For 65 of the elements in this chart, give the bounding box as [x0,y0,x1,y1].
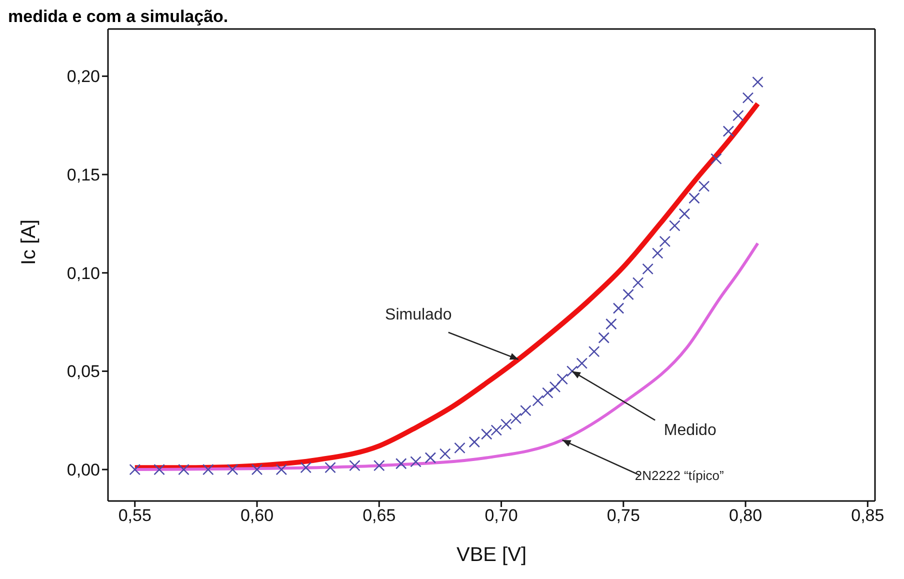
point [480,428,492,440]
point [454,442,466,454]
point [490,424,502,436]
point [542,387,554,398]
point [688,192,700,204]
point [349,460,360,472]
point [520,404,532,416]
point [324,462,336,474]
point [659,236,671,248]
point [251,464,263,476]
x-tick-label: 0,70 [484,506,518,526]
point [612,302,624,314]
point [698,180,710,192]
point [424,452,436,464]
y-tick-label: 0,00 [66,460,100,480]
point [532,395,544,406]
point [129,464,141,476]
point [154,464,165,476]
y-tick-label: 0,20 [66,67,100,86]
point [202,464,214,476]
point [669,220,680,232]
y-tick-label: 0,15 [66,166,100,185]
point [622,288,634,300]
point [500,418,512,430]
annotation: 2N2222 “típico” [634,468,724,484]
x-tick-label: 0,65 [362,506,396,526]
point [373,460,385,472]
line-series [133,242,760,472]
y-axis-title: Ic [A] [18,219,40,265]
point [226,464,238,476]
point [732,110,744,122]
point [606,318,617,330]
x-tick-label: 0,85 [851,506,884,526]
point [410,456,422,468]
point [576,358,588,369]
point [439,448,451,460]
point [510,412,522,424]
point [752,76,764,88]
x-tick-label: 0,55 [118,506,152,526]
point [468,436,480,448]
x-tick-label: 0,60 [240,506,274,526]
point [588,346,600,358]
point [722,126,734,137]
y-tick-label: 0,05 [66,362,100,382]
x-tick-label: 0,75 [606,506,640,526]
y-tick-label: 0,10 [66,264,100,283]
point [566,366,578,377]
point [549,381,561,393]
annotation: Medido [664,422,716,440]
point [276,464,288,476]
annotation: Simulado [385,306,452,324]
point [742,92,754,104]
point [598,332,610,344]
chart-title: medida e com a simulação. [8,7,230,26]
point [395,458,407,470]
point [678,208,690,220]
point [642,263,654,275]
x-tick-label: 0,80 [728,506,762,526]
point [632,277,644,288]
point [652,248,664,259]
point [556,373,568,385]
point [300,462,312,474]
point [178,464,190,476]
point [710,153,722,164]
x-axis-title: VBE [V] [456,544,527,566]
